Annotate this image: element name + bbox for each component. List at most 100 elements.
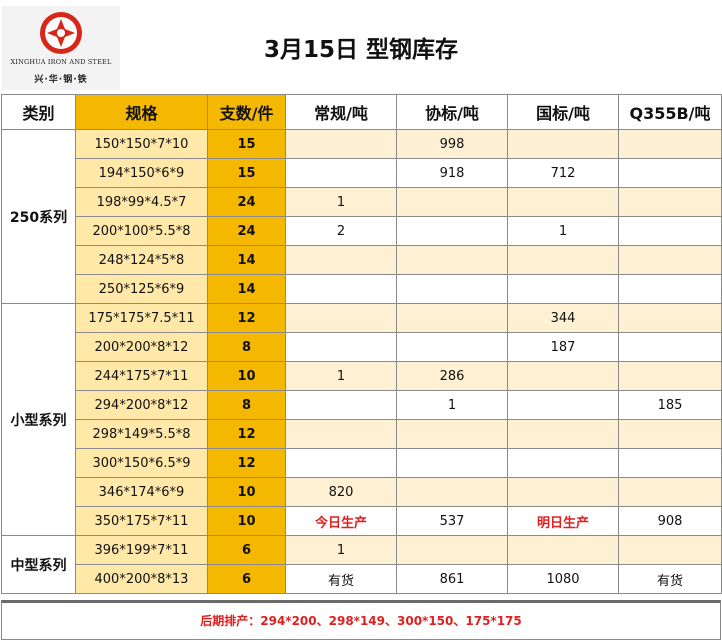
xiebiao-cell xyxy=(396,448,508,478)
q355b-cell xyxy=(618,535,722,565)
table-header-row: 类别 规格 支数/件 常规/吨 协标/吨 国标/吨 Q355B/吨 xyxy=(1,94,722,130)
xiebiao-cell: 1 xyxy=(396,390,508,420)
table-row: 194*150*6*9 15 918 712 xyxy=(2,158,722,188)
table-row: 小型系列 175*175*7.5*11 12 344 xyxy=(1,303,722,536)
changgui-cell: 今日生产 xyxy=(285,506,397,536)
q355b-cell xyxy=(618,158,722,188)
table-row: 200*200*8*12 8 187 xyxy=(2,332,722,362)
xiebiao-cell xyxy=(396,332,508,362)
table-row: 250*125*6*9 14 xyxy=(2,274,722,304)
category-cell: 小型系列 xyxy=(1,303,76,536)
q355b-cell xyxy=(618,332,722,362)
spec-cell: 175*175*7.5*11 xyxy=(75,303,208,333)
qty-cell: 15 xyxy=(207,129,286,159)
spec-cell: 396*199*7*11 xyxy=(75,535,208,565)
logo-chinese-text: 兴·华·钢·铁 xyxy=(34,75,88,85)
changgui-cell xyxy=(285,419,397,449)
qty-cell: 8 xyxy=(207,390,286,420)
qty-cell: 12 xyxy=(207,303,286,333)
guobiao-cell: 344 xyxy=(507,303,619,333)
page-title: 3月15日 型钢库存 xyxy=(263,37,459,63)
qty-cell: 10 xyxy=(207,506,286,536)
guobiao-cell xyxy=(507,419,619,449)
changgui-cell: 1 xyxy=(285,361,397,391)
xiebiao-cell xyxy=(396,419,508,449)
spec-cell: 200*100*5.5*8 xyxy=(75,216,208,246)
xinghua-logo-icon xyxy=(40,12,82,54)
category-cell: 中型系列 xyxy=(1,535,76,594)
table-row: 248*124*5*8 14 xyxy=(2,245,722,275)
q355b-cell: 185 xyxy=(618,390,722,420)
xiebiao-cell: 537 xyxy=(396,506,508,536)
changgui-cell: 有货 xyxy=(285,564,397,594)
guobiao-cell: 1080 xyxy=(507,564,619,594)
guobiao-cell: 187 xyxy=(507,332,619,362)
logo-english-text: XINGHUA IRON AND STEEL xyxy=(10,58,112,66)
qty-cell: 24 xyxy=(207,216,286,246)
table-row: 244*175*7*11 10 1 286 xyxy=(2,361,722,391)
xiebiao-cell: 918 xyxy=(396,158,508,188)
spec-cell: 194*150*6*9 xyxy=(75,158,208,188)
guobiao-cell xyxy=(507,129,619,159)
changgui-cell xyxy=(285,448,397,478)
header-qty: 支数/件 xyxy=(207,94,286,130)
changgui-cell: 1 xyxy=(285,535,397,565)
table-row: 198*99*4.5*7 24 1 xyxy=(2,187,722,217)
spec-cell: 294*200*8*12 xyxy=(75,390,208,420)
qty-cell: 10 xyxy=(207,361,286,391)
table-body: 250系列 150*150*7*10 15 998 194*150*6*9 15 918 71… xyxy=(1,129,722,594)
table-row: 350*175*7*11 10 今日生产 537 明日生产 908 xyxy=(2,506,722,536)
changgui-cell xyxy=(285,390,397,420)
guobiao-cell: 712 xyxy=(507,158,619,188)
spec-cell: 298*149*5.5*8 xyxy=(75,419,208,449)
q355b-cell: 908 xyxy=(618,506,722,536)
changgui-cell xyxy=(285,129,397,159)
table-row: 300*150*6.5*9 12 xyxy=(2,448,722,478)
qty-cell: 14 xyxy=(207,274,286,304)
header: XINGHUA IRON AND STEEL 兴·华·钢·铁 3月15日 型钢库… xyxy=(0,0,722,94)
xiebiao-cell xyxy=(396,535,508,565)
category-cell: 250系列 xyxy=(1,129,76,304)
changgui-cell xyxy=(285,303,397,333)
guobiao-cell xyxy=(507,187,619,217)
header-q355b: Q355B/吨 xyxy=(618,94,722,130)
table-row: 346*174*6*9 10 820 xyxy=(2,477,722,507)
guobiao-cell xyxy=(507,274,619,304)
guobiao-cell xyxy=(507,361,619,391)
guobiao-cell xyxy=(507,245,619,275)
qty-cell: 12 xyxy=(207,419,286,449)
qty-cell: 6 xyxy=(207,564,286,594)
guobiao-cell: 1 xyxy=(507,216,619,246)
spec-cell: 200*200*8*12 xyxy=(75,332,208,362)
table-row: 中型系列 396*199*7*11 6 1 xyxy=(1,535,722,594)
xiebiao-cell: 861 xyxy=(396,564,508,594)
table-row: 298*149*5.5*8 12 xyxy=(2,419,722,449)
xiebiao-cell xyxy=(396,216,508,246)
spec-cell: 250*125*6*9 xyxy=(75,274,208,304)
q355b-cell: 有货 xyxy=(618,564,722,594)
header-xiebiao: 协标/吨 xyxy=(396,94,508,130)
xiebiao-cell xyxy=(396,303,508,333)
table-row: 250系列 150*150*7*10 15 998 xyxy=(1,129,722,304)
changgui-cell: 820 xyxy=(285,477,397,507)
changgui-cell xyxy=(285,158,397,188)
xiebiao-cell xyxy=(396,274,508,304)
table-row: 294*200*8*12 8 1 185 xyxy=(2,390,722,420)
guobiao-cell xyxy=(507,535,619,565)
inventory-table: 类别 规格 支数/件 常规/吨 协标/吨 国标/吨 Q355B/吨 250系列 1… xyxy=(1,94,722,594)
q355b-cell xyxy=(618,419,722,449)
header-changgui: 常规/吨 xyxy=(285,94,397,130)
qty-cell: 15 xyxy=(207,158,286,188)
q355b-cell xyxy=(618,477,722,507)
xiebiao-cell xyxy=(396,245,508,275)
q355b-cell xyxy=(618,187,722,217)
qty-cell: 10 xyxy=(207,477,286,507)
qty-cell: 6 xyxy=(207,535,286,565)
spec-cell: 150*150*7*10 xyxy=(75,129,208,159)
guobiao-cell xyxy=(507,477,619,507)
spec-cell: 244*175*7*11 xyxy=(75,361,208,391)
qty-cell: 8 xyxy=(207,332,286,362)
changgui-cell xyxy=(285,332,397,362)
spec-cell: 248*124*5*8 xyxy=(75,245,208,275)
